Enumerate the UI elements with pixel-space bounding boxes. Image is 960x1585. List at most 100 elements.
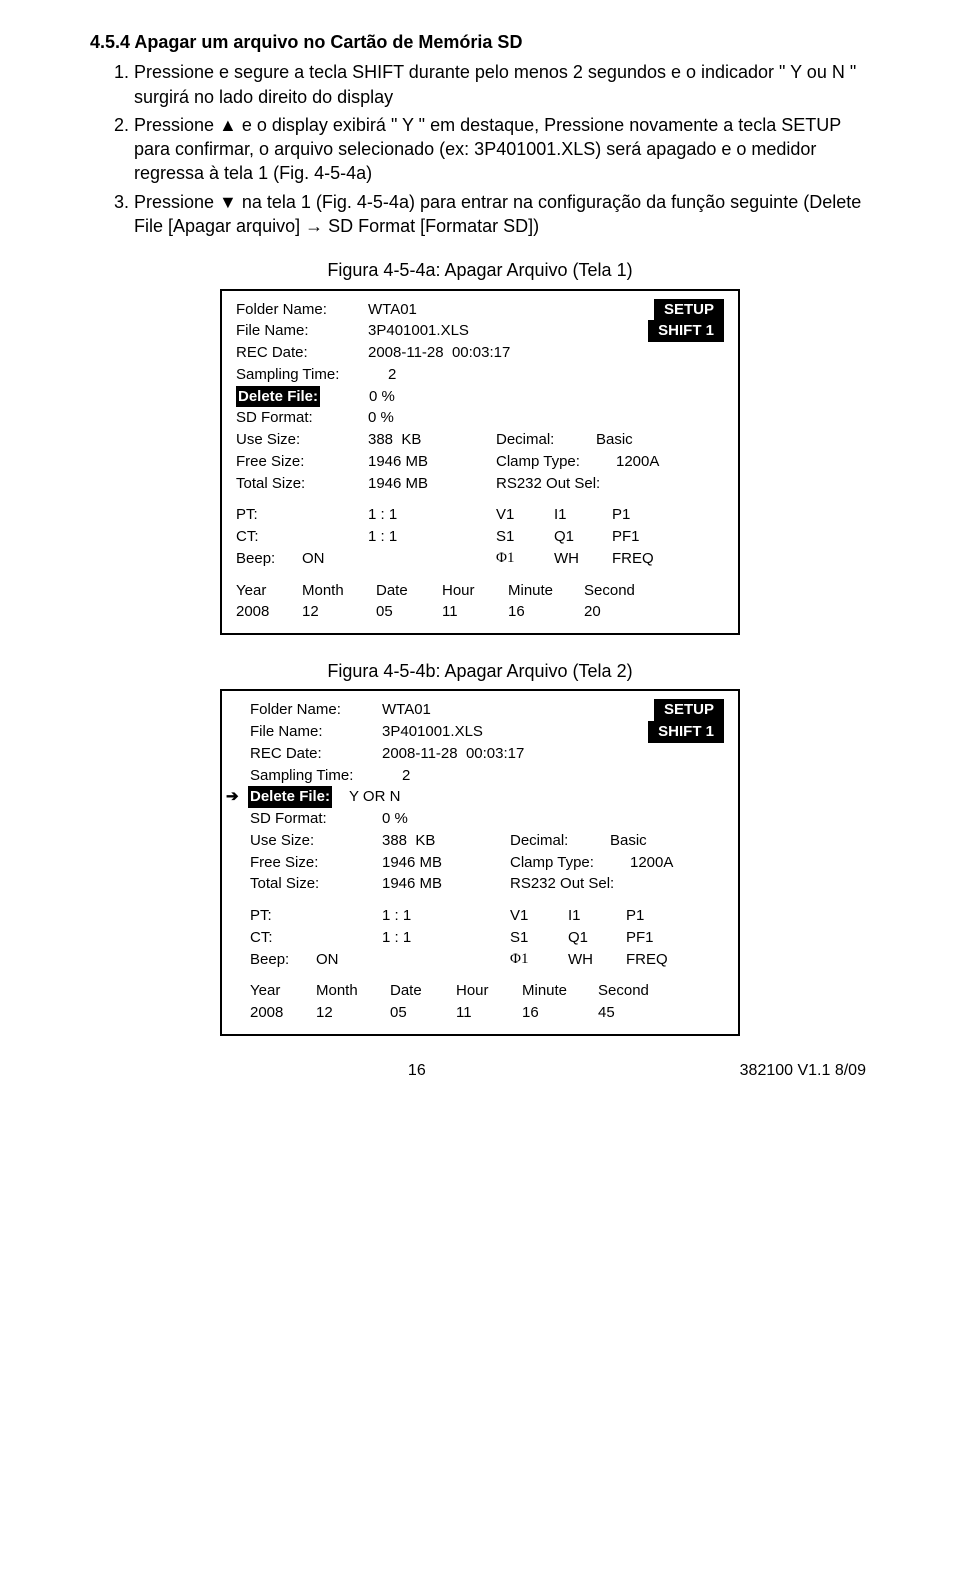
val-sdformat-a: 0 % (368, 407, 394, 429)
page-number: 16 (408, 1060, 426, 1082)
dt-hour-b: 11 (456, 1002, 522, 1024)
val-ct-a: 1 : 1 (368, 526, 496, 548)
label-totalsize-b: Total Size: (250, 873, 382, 895)
dt-minute-b: 16 (522, 1002, 598, 1024)
hdr-minute-b: Minute (522, 980, 598, 1002)
label-freesize-b: Free Size: (250, 852, 382, 874)
screenshot-b: Folder Name:WTA01 SETUP File Name:3P4010… (220, 689, 740, 1036)
val-recdate-b: 2008-11-28 00:03:17 (382, 743, 524, 765)
label-sdformat: SD Format: (236, 407, 368, 429)
val-pt-b: 1 : 1 (382, 905, 510, 927)
steps-list: Pressione e segure a tecla SHIFT durante… (90, 60, 870, 238)
val-s1-a: S1 (496, 526, 554, 548)
label-file: File Name: (236, 320, 368, 342)
label-rs232: RS232 Out Sel: (496, 473, 600, 495)
label-ct: CT: (236, 526, 368, 548)
val-totalsize-a: 1946 MB (368, 473, 496, 495)
val-sampling-a: 2 (388, 364, 396, 386)
label-clamptype-b: Clamp Type: (510, 852, 630, 874)
label-decimal-b: Decimal: (510, 830, 610, 852)
label-beep-b: Beep: (250, 949, 316, 971)
label-pt-b: PT: (250, 905, 382, 927)
val-v1-b: V1 (510, 905, 568, 927)
val-q1-a: Q1 (554, 526, 612, 548)
val-decimal-a: Basic (596, 429, 633, 451)
val-p1-b: P1 (626, 905, 644, 927)
label-delete-hl-b: Delete File: (248, 786, 332, 808)
hdr-year: Year (236, 580, 302, 602)
hdr-second: Second (584, 580, 635, 602)
label-rs232-b: RS232 Out Sel: (510, 873, 614, 895)
val-folder-a: WTA01 (368, 301, 417, 318)
val-freesize-b: 1946 MB (382, 852, 510, 874)
val-s1-b: S1 (510, 927, 568, 949)
label-usesize-b: Use Size: (250, 830, 382, 852)
label-recdate: REC Date: (236, 342, 368, 364)
dt-year-b: 2008 (250, 1002, 316, 1024)
shift1-badge-b: SHIFT 1 (648, 721, 724, 743)
val-phi1-a: Φ1 (496, 548, 554, 570)
label-pt: PT: (236, 504, 368, 526)
label-delete-hl: Delete File: (236, 386, 320, 408)
section-heading: 4.5.4 Apagar um arquivo no Cartão de Mem… (90, 30, 870, 54)
val-pf1-a: PF1 (612, 526, 640, 548)
label-totalsize: Total Size: (236, 473, 368, 495)
dt-date-a: 05 (376, 601, 442, 623)
label-decimal: Decimal: (496, 429, 596, 451)
dt-month-a: 12 (302, 601, 376, 623)
val-q1-b: Q1 (568, 927, 626, 949)
hdr-hour: Hour (442, 580, 508, 602)
hdr-date-b: Date (390, 980, 456, 1002)
label-file-b: File Name: (250, 721, 382, 743)
val-usesize-a: 388 KB (368, 429, 496, 451)
page-footer: 16 382100 V1.1 8/09 (90, 1060, 870, 1082)
val-pt-a: 1 : 1 (368, 504, 496, 526)
dt-year-a: 2008 (236, 601, 302, 623)
val-pf1-b: PF1 (626, 927, 654, 949)
hdr-date: Date (376, 580, 442, 602)
figure-a-caption: Figura 4-5-4a: Apagar Arquivo (Tela 1) (90, 258, 870, 282)
doc-version: 382100 V1.1 8/09 (740, 1060, 866, 1082)
step-2: Pressione ▲ e o display exibirá " Y " em… (134, 113, 870, 186)
dt-second-a: 20 (584, 601, 601, 623)
val-recdate-a: 2008-11-28 00:03:17 (368, 342, 510, 364)
val-folder-b: WTA01 (382, 701, 431, 718)
dt-minute-a: 16 (508, 601, 584, 623)
hdr-year-b: Year (250, 980, 316, 1002)
label-folder-b: Folder Name: (250, 699, 382, 721)
label-freesize: Free Size: (236, 451, 368, 473)
val-ct-b: 1 : 1 (382, 927, 510, 949)
val-file-a: 3P401001.XLS (368, 322, 469, 339)
label-ct-b: CT: (250, 927, 382, 949)
val-i1-a: I1 (554, 504, 612, 526)
setup-badge-b: SETUP (654, 699, 724, 721)
hdr-minute: Minute (508, 580, 584, 602)
val-phi1-b: Φ1 (510, 949, 568, 971)
val-clamptype-a: 1200A (616, 451, 659, 473)
val-wh-b: WH (568, 949, 626, 971)
val-usesize-b: 388 KB (382, 830, 510, 852)
setup-badge: SETUP (654, 299, 724, 321)
step-3: Pressione ▼ na tela 1 (Fig. 4-5-4a) para… (134, 190, 870, 239)
val-beep-b: ON (316, 949, 510, 971)
dt-month-b: 12 (316, 1002, 390, 1024)
val-freesize-a: 1946 MB (368, 451, 496, 473)
dt-second-b: 45 (598, 1002, 615, 1024)
label-recdate-b: REC Date: (250, 743, 382, 765)
hdr-hour-b: Hour (456, 980, 522, 1002)
dt-hour-a: 11 (442, 601, 508, 623)
val-decimal-b: Basic (610, 830, 647, 852)
arrow-icon: ➔ (226, 786, 248, 808)
hdr-second-b: Second (598, 980, 649, 1002)
screenshot-a: Folder Name:WTA01 SETUP File Name:3P4010… (220, 289, 740, 636)
figure-b-caption: Figura 4-5-4b: Apagar Arquivo (Tela 2) (90, 659, 870, 683)
val-p1-a: P1 (612, 504, 630, 526)
hdr-month: Month (302, 580, 376, 602)
label-sampling-b: Sampling Time: (250, 765, 402, 787)
val-sdformat-b: 0 % (382, 808, 408, 830)
label-usesize: Use Size: (236, 429, 368, 451)
val-delete-a: 0 % (369, 386, 395, 408)
val-clamptype-b: 1200A (630, 852, 673, 874)
val-totalsize-b: 1946 MB (382, 873, 510, 895)
val-file-b: 3P401001.XLS (382, 723, 483, 740)
